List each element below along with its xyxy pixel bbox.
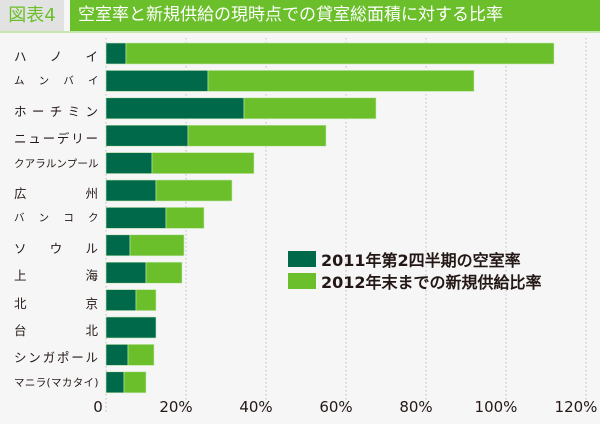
bar-supply xyxy=(155,179,233,202)
bar-vacancy xyxy=(105,179,157,202)
tick-label: 60% xyxy=(319,398,353,416)
tick-label: 0 xyxy=(93,398,103,416)
bar-supply xyxy=(127,344,155,366)
category-label: ニューデリー xyxy=(14,131,98,147)
bar-vacancy xyxy=(105,97,245,120)
legend-label-supply: 2012年末までの新規供給比率 xyxy=(321,273,542,292)
category-label: 台 北 xyxy=(14,323,98,338)
legend-item-supply: 2012年末までの新規供給比率 xyxy=(288,270,542,292)
bar-supply xyxy=(243,97,377,120)
bar-supply xyxy=(135,289,157,311)
category-label: ホーチミン xyxy=(14,103,98,119)
bar-vacancy xyxy=(105,316,157,339)
tick-label: 80% xyxy=(399,398,433,416)
category-label: クアラルンプール xyxy=(14,157,99,170)
bar-vacancy xyxy=(105,70,209,92)
figure-number: 図表4 xyxy=(0,0,64,31)
category-label: ハ ノ イ xyxy=(14,49,98,64)
bar-vacancy xyxy=(105,124,189,147)
category-label: 北 京 xyxy=(14,295,98,311)
category-label: ム ン バ イ xyxy=(14,75,99,88)
legend-label-vacancy: 2011年第2四半期の空室率 xyxy=(321,251,521,270)
tick-label: 120% xyxy=(554,398,598,416)
category-label: 広 州 xyxy=(14,186,98,201)
legend-swatch-vacancy xyxy=(288,251,316,267)
category-label: 上 海 xyxy=(14,268,98,284)
bar-vacancy xyxy=(105,207,167,229)
bar-vacancy xyxy=(105,152,153,174)
legend-item-vacancy: 2011年第2四半期の空室率 xyxy=(288,248,542,270)
bar-vacancy xyxy=(105,371,125,394)
chart-title: 空室率と新規供給の現時点での貸室総面積に対する比率 xyxy=(70,0,600,31)
bar-supply xyxy=(125,42,555,65)
bar-supply xyxy=(207,70,475,92)
tick-label: 20% xyxy=(159,398,193,416)
bar-supply xyxy=(129,234,185,257)
category-label: バ ン コ ク xyxy=(14,212,99,225)
tick-label: 100% xyxy=(474,398,518,416)
bar-vacancy xyxy=(105,42,127,65)
bar-vacancy xyxy=(105,234,131,257)
bar-supply xyxy=(123,371,147,394)
category-label: マニラ(マカタイ) xyxy=(14,376,99,389)
bar-vacancy xyxy=(105,261,147,284)
bar-supply xyxy=(145,261,183,284)
bar-supply xyxy=(187,124,327,147)
legend: 2011年第2四半期の空室率 2012年末までの新規供給比率 xyxy=(288,248,542,292)
legend-swatch-supply xyxy=(288,273,316,289)
tick-label: 40% xyxy=(239,398,273,416)
bar-supply xyxy=(151,152,255,174)
category-label: シンガポール xyxy=(14,350,98,366)
bar-vacancy xyxy=(105,344,129,366)
bar-vacancy xyxy=(105,289,137,311)
bar-supply xyxy=(165,207,205,229)
category-label: ソ ウ ル xyxy=(14,240,98,256)
title-divider xyxy=(0,31,600,33)
